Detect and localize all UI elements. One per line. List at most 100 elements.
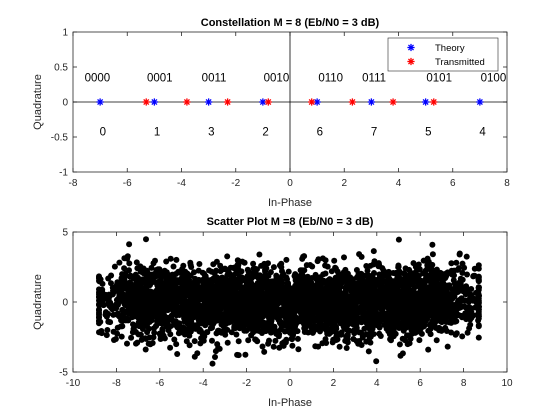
symbol-index-label: 7 [371,126,377,138]
scatter-xtick-label: 2 [331,378,337,389]
scatter-point [385,328,392,335]
scatter-point [97,318,104,325]
scatter-point [105,275,112,282]
scatter-point [237,323,244,330]
scatter-point [323,318,330,325]
scatter-point [188,312,195,319]
scatter-point [378,305,385,312]
scatter-point [192,296,199,303]
scatter-point [130,291,137,298]
scatter-point [265,260,271,267]
scatter-point [234,351,241,358]
theory-point [150,98,158,106]
scatter-point [283,274,290,281]
scatter-point [222,321,229,328]
scatter-point [410,288,417,295]
scatter-xtick-label: -8 [112,378,121,389]
scatter-point [373,358,380,365]
scatter-point [130,321,136,328]
legend-label-transmitted: Transmitted [435,57,485,68]
scatter-point [278,312,285,319]
scatter-point [209,294,216,301]
scatter-point [251,289,258,296]
legend-label-theory: Theory [435,43,465,54]
scatter-point [475,303,482,310]
scatter-point [387,316,394,323]
scatter-point [378,282,385,288]
scatter-point [150,260,157,267]
scatter-point [470,273,477,280]
scatter-point [239,290,246,296]
scatter-point [145,270,152,277]
scatter-point [356,309,363,315]
scatter-point [399,335,406,342]
scatter-point [461,303,468,310]
scatter-point [367,314,374,321]
scatter-point [328,296,335,303]
scatter-point [274,276,281,283]
scatter-point [129,284,136,291]
scatter-point [265,340,272,347]
scatter-point [181,331,188,338]
scatter-point [373,281,380,288]
scatter-point [230,303,237,310]
scatter-point [400,323,407,330]
scatter-point [260,319,267,326]
scatter-point [169,316,176,323]
scatter-xtick-label: -2 [242,378,251,389]
scatter-point [343,326,350,333]
scatter-point [417,295,423,302]
scatter-point [390,291,397,298]
scatter-point [155,267,162,274]
scatter-point [285,268,292,275]
gray-code-label: 0010 [264,73,290,85]
symbol-index-label: 3 [208,126,214,138]
scatter-point [241,259,248,266]
scatter-point [160,284,167,291]
scatter-point [294,335,301,342]
scatter-point [205,311,212,318]
scatter-point [179,266,186,273]
scatter-point [171,321,178,328]
scatter-point [140,270,147,277]
scatter-point [437,288,444,295]
scatter-point [116,259,123,266]
scatter-point [176,288,183,295]
scatter-point [263,265,270,272]
scatter-point [294,328,301,335]
scatter-point [167,344,174,351]
scatter-xtick-label: -6 [155,378,164,389]
scatter-point [291,297,298,304]
scatter-point [444,343,451,350]
scatter-point [324,263,331,270]
scatter-point [470,297,477,304]
scatter-point [144,314,151,321]
constellation-xlabel: In-Phase [268,197,312,209]
scatter-xtick-label: -10 [66,378,81,389]
scatter-point [433,266,440,273]
scatter-point [300,253,307,260]
scatter-point [137,331,144,338]
symbol-index-label: 2 [262,126,268,138]
scatter-point [223,284,230,291]
scatter-point [366,326,373,333]
scatter-point [96,306,102,313]
scatter-point [265,278,272,285]
theory-point [205,98,213,106]
scatter-point [461,264,468,271]
transmitted-point [389,98,397,106]
scatter-point [418,330,425,337]
scatter-point [266,312,273,319]
gray-code-label: 0111 [362,73,386,85]
scatter-point [437,312,444,318]
scatter-point [207,285,213,291]
scatter-xtick-label: 10 [501,378,513,389]
scatter-point [155,278,162,285]
scatter-point [134,339,141,346]
scatter-point [295,283,302,289]
scatter-point [202,322,209,329]
scatter-point [341,300,348,307]
scatter-point [121,310,128,317]
scatter-point [344,305,351,312]
scatter-point [228,287,235,294]
